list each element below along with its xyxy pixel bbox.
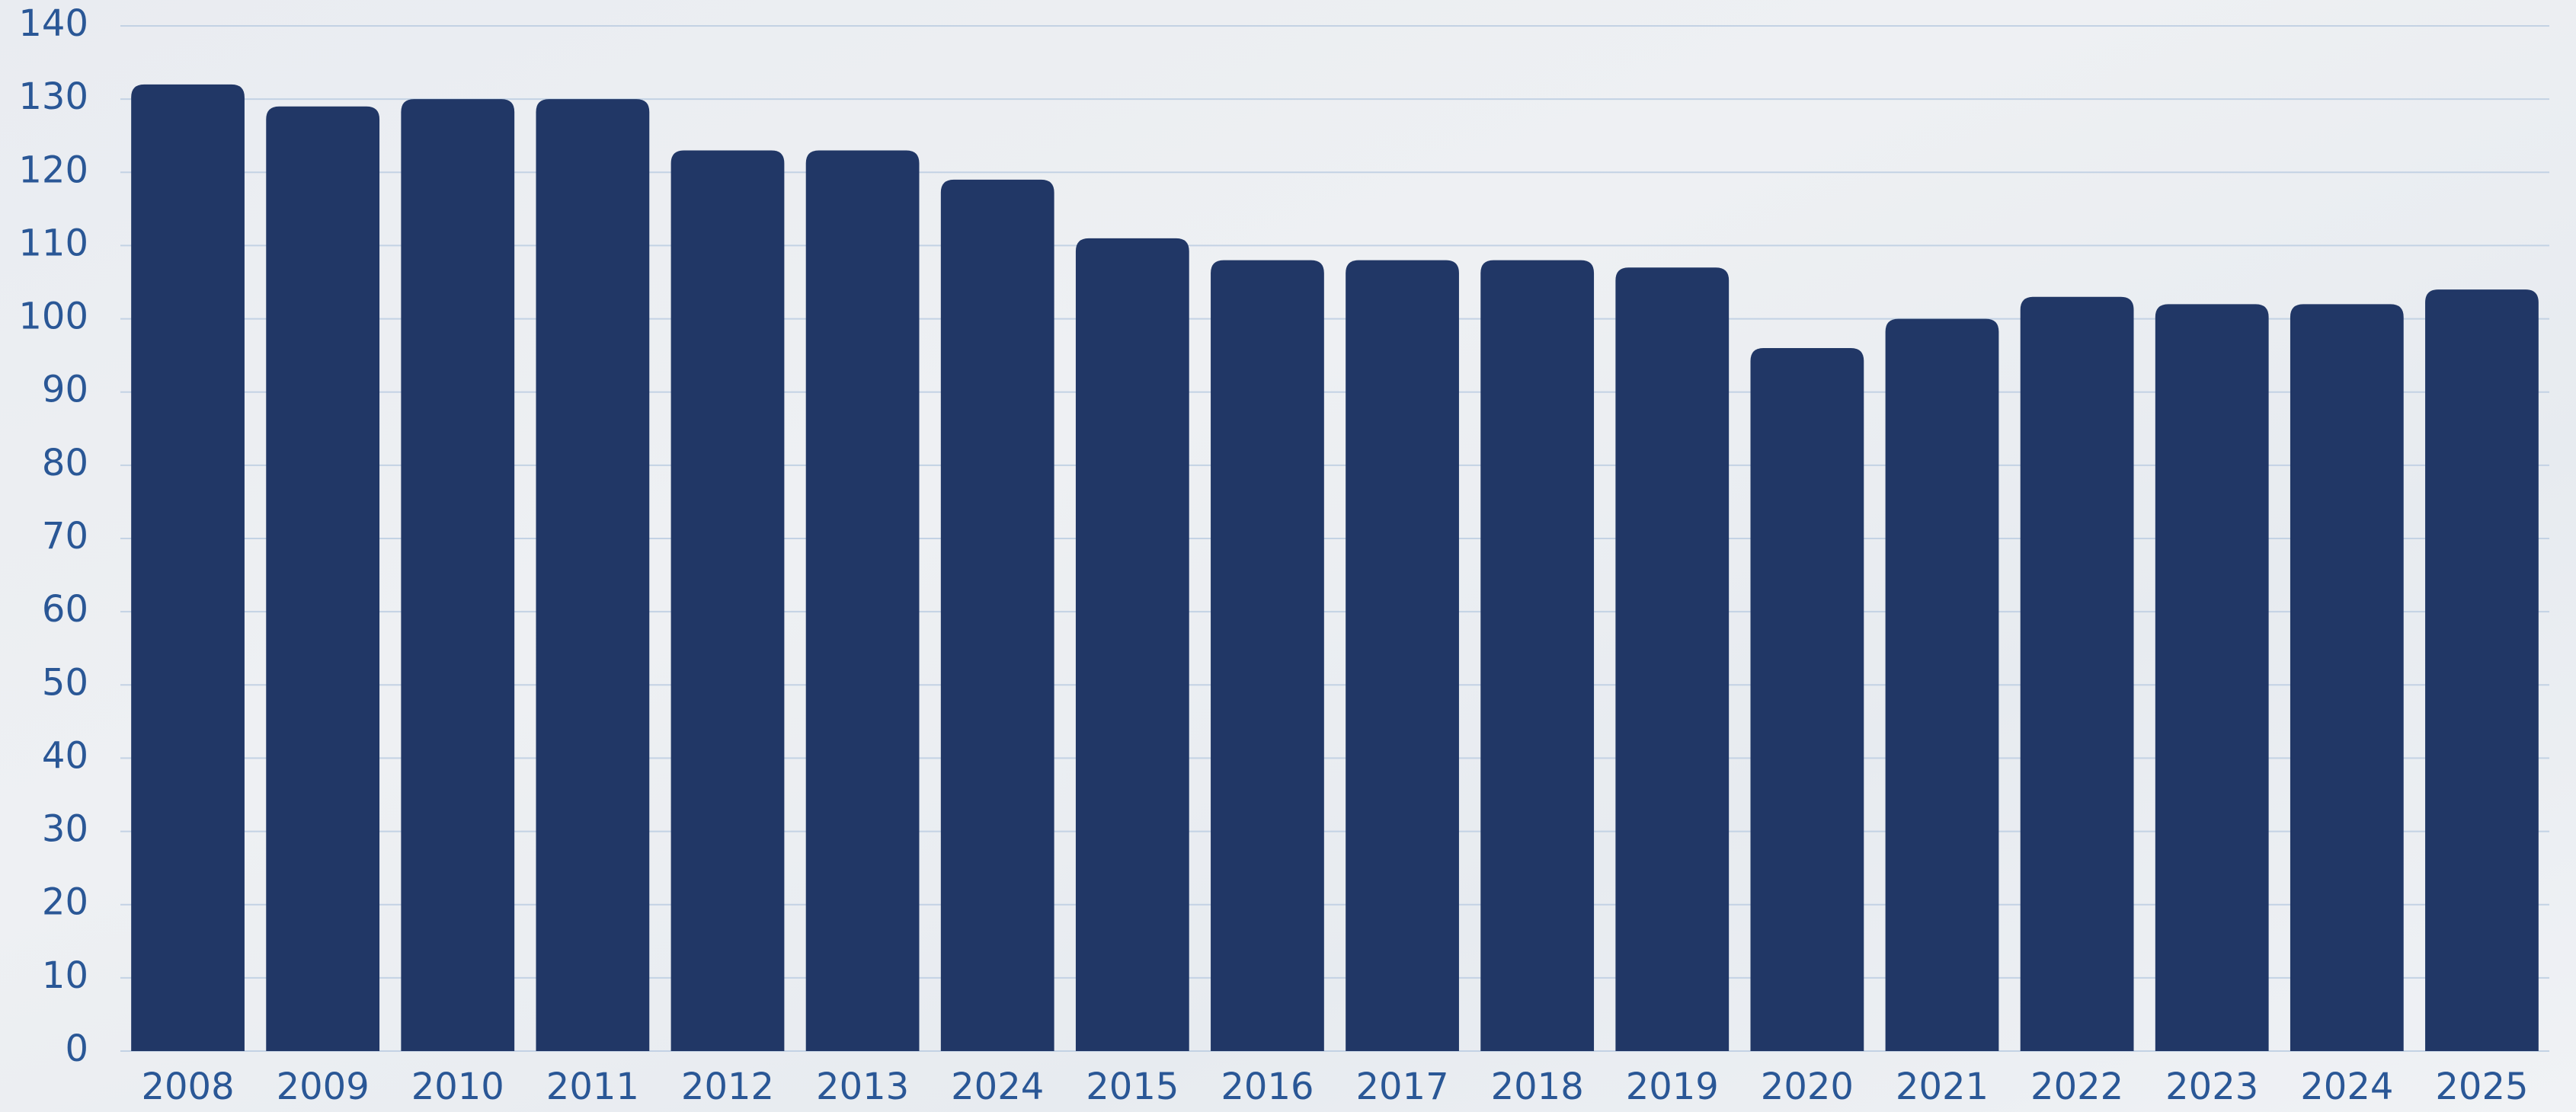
y-tick-label: 80 — [42, 442, 88, 484]
y-tick-label: 100 — [18, 296, 88, 338]
x-tick-label: 2025 — [2435, 1066, 2528, 1108]
x-tick-label: 2021 — [1896, 1066, 1989, 1108]
x-tick-label: 2019 — [1626, 1066, 1719, 1108]
bar — [805, 150, 920, 1051]
x-tick-label: 2008 — [141, 1066, 234, 1108]
y-tick-label: 40 — [42, 734, 88, 777]
bar — [536, 99, 650, 1052]
bar — [1885, 318, 1999, 1052]
bar — [1075, 238, 1189, 1051]
bar — [1346, 260, 1459, 1052]
grid — [120, 25, 2549, 1052]
x-tick-label: 2013 — [816, 1066, 909, 1108]
x-tick-label: 2011 — [546, 1066, 639, 1108]
x-tick-label: 2023 — [2165, 1066, 2258, 1108]
x-tick-label: 2024 — [2300, 1066, 2393, 1108]
bar — [2290, 304, 2404, 1051]
x-tick-label: 2020 — [1761, 1066, 1854, 1108]
bar — [131, 84, 245, 1051]
y-tick-label: 140 — [18, 2, 88, 45]
bar — [2155, 304, 2269, 1051]
y-tick-label: 120 — [18, 149, 88, 191]
labels: 0 10 20 30 40 50 60 70 80 90 100 110 120 130 140 2008 20… — [18, 2, 2528, 1108]
bar — [1211, 260, 1324, 1052]
bar — [940, 179, 1054, 1051]
x-tick-label: 2022 — [2030, 1066, 2123, 1108]
bar — [1480, 260, 1595, 1052]
y-tick-label: 10 — [42, 954, 88, 997]
y-tick-label: 70 — [42, 515, 88, 558]
y-tick-label: 50 — [42, 661, 88, 704]
y-tick-label: 60 — [42, 588, 88, 631]
x-tick-label: 2010 — [411, 1066, 504, 1108]
x-tick-label: 2009 — [277, 1066, 370, 1108]
x-tick-label: 2017 — [1355, 1066, 1448, 1108]
x-tick-label: 2016 — [1221, 1066, 1314, 1108]
y-tick-label: 90 — [42, 369, 88, 411]
bar — [401, 99, 515, 1052]
x-tick-label: 2015 — [1086, 1066, 1179, 1108]
bar — [1750, 348, 1864, 1051]
y-tick-label: 20 — [42, 881, 88, 924]
bar — [266, 106, 380, 1052]
y-tick-label: 30 — [42, 808, 88, 851]
x-tick-label: 2018 — [1491, 1066, 1584, 1108]
bars — [131, 84, 2539, 1052]
bar — [2020, 296, 2134, 1051]
x-tick-label: 2012 — [681, 1066, 774, 1108]
y-tick-label: 110 — [18, 222, 88, 264]
y-tick-label: 130 — [18, 75, 88, 118]
y-tick-label: 0 — [65, 1027, 88, 1070]
bar — [670, 150, 785, 1051]
x-tick-label: 2024 — [951, 1066, 1044, 1108]
bar — [1615, 267, 1730, 1051]
bar — [2425, 289, 2539, 1052]
